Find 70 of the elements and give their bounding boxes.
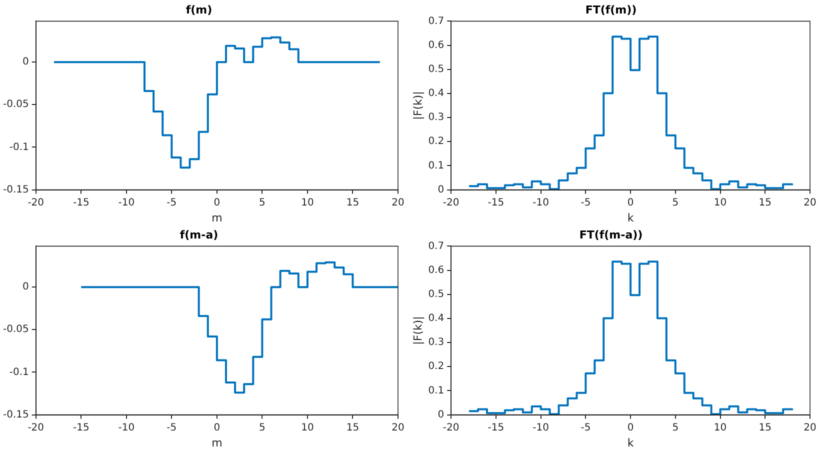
- y-tick-label: 0.6: [428, 264, 444, 276]
- y-tick-label: 0.6: [428, 40, 444, 51]
- y-tick-label: 0.5: [428, 64, 444, 75]
- chart-title: f(m): [186, 3, 212, 16]
- x-tick-label: 10: [301, 422, 314, 434]
- x-tick-label: 0: [627, 422, 634, 434]
- x-tick-label: 0: [214, 422, 220, 434]
- y-tick-label: 0.1: [428, 385, 444, 396]
- x-tick-label: 10: [714, 197, 727, 208]
- chart-title: FT(f(m)): [585, 3, 637, 16]
- y-tick-label: 0: [22, 282, 29, 293]
- x-tick-label: -5: [166, 197, 177, 208]
- y-tick-label: -0.15: [3, 409, 29, 420]
- x-tick-label: 15: [758, 197, 772, 208]
- x-tick-label: 5: [672, 197, 679, 208]
- x-tick-label: 5: [672, 422, 679, 434]
- chart-title: FT(f(m-a)): [579, 228, 643, 242]
- x-tick-label: 10: [714, 422, 727, 434]
- y-tick-label: -0.1: [9, 366, 29, 378]
- x-tick-label: 15: [346, 422, 360, 434]
- y-tick-label: -0.05: [3, 99, 29, 110]
- x-tick-label: -20: [28, 422, 44, 434]
- x-tick-label: 5: [259, 197, 266, 208]
- y-tick-label: 0.7: [428, 16, 444, 27]
- x-tick-label: 0: [627, 197, 634, 208]
- y-tick-label: 0.4: [428, 88, 444, 100]
- x-tick-label: -10: [532, 422, 549, 434]
- x-tick-label: -20: [442, 197, 460, 208]
- y-tick-label: -0.05: [3, 324, 29, 336]
- y-tick-label: -0.15: [3, 184, 29, 196]
- x-tick-label: 20: [392, 197, 404, 208]
- y-tick-label: 0: [438, 409, 444, 420]
- x-tick-label: 20: [804, 197, 816, 208]
- y-axis-title: |F(k)|: [411, 316, 424, 345]
- x-tick-label: -5: [166, 422, 177, 434]
- y-tick-label: 0.1: [428, 160, 444, 172]
- x-axis-title: m: [212, 436, 222, 450]
- x-tick-label: 5: [259, 422, 266, 434]
- x-tick-label: -10: [532, 197, 549, 208]
- y-tick-label: 0.2: [428, 136, 444, 148]
- x-tick-label: -15: [488, 197, 504, 208]
- y-tick-label: 0.2: [428, 361, 444, 372]
- x-tick-label: -5: [580, 197, 591, 208]
- x-axis-title: k: [627, 211, 634, 224]
- x-tick-label: -10: [118, 422, 135, 434]
- chart-title: f(m-a): [180, 228, 218, 242]
- x-tick-label: -15: [72, 422, 90, 434]
- x-tick-label: 20: [804, 422, 816, 434]
- y-tick-label: 0.3: [428, 112, 444, 124]
- y-tick-label: 0: [22, 56, 29, 68]
- x-axis-title: k: [627, 436, 634, 450]
- y-tick-label: 0.7: [428, 240, 444, 252]
- x-tick-label: -5: [580, 422, 591, 434]
- x-tick-label: -20: [442, 422, 460, 434]
- x-tick-label: -10: [118, 197, 135, 208]
- y-tick-label: 0.3: [428, 337, 444, 348]
- x-tick-label: -20: [28, 197, 44, 208]
- x-tick-label: 20: [392, 422, 404, 434]
- y-tick-label: 0: [438, 184, 444, 196]
- x-axis-title: m: [212, 211, 222, 224]
- x-tick-label: 15: [346, 197, 360, 208]
- x-tick-label: 10: [301, 197, 314, 208]
- x-tick-label: 15: [758, 422, 772, 434]
- y-tick-label: -0.1: [9, 142, 29, 153]
- x-tick-label: -15: [488, 422, 504, 434]
- x-tick-label: -15: [72, 197, 90, 208]
- y-tick-label: 0.5: [428, 288, 444, 300]
- y-tick-label: 0.4: [428, 313, 444, 324]
- y-axis-title: |F(k)|: [411, 91, 424, 120]
- x-tick-label: 0: [214, 197, 220, 208]
